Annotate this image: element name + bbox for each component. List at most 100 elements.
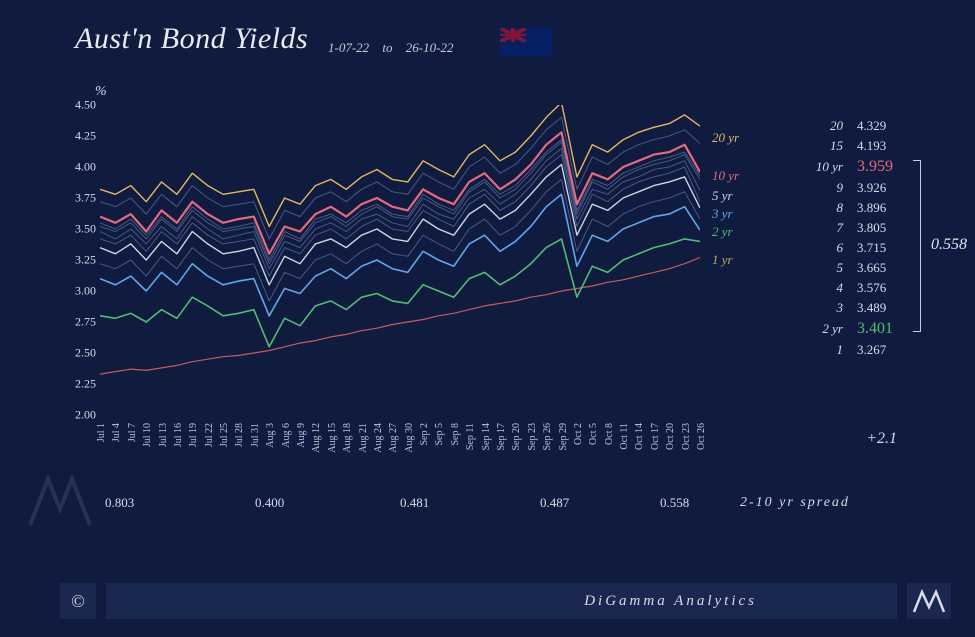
yield-value: 3.267	[857, 342, 907, 358]
x-tick: Jul 16	[173, 423, 184, 447]
x-tick: Aug 30	[404, 423, 415, 453]
x-tick: Sep 5	[434, 423, 445, 446]
yield-row: 6 3.715	[807, 240, 907, 256]
yield-value: 3.959	[857, 158, 907, 176]
series-label: 1 yr	[712, 252, 733, 268]
series-label: 10 yr	[712, 168, 739, 184]
y-axis-label: %	[95, 84, 107, 100]
y-tick: 4.50	[60, 98, 96, 113]
tenor-label: 7	[807, 220, 843, 236]
spread-number: 0.558	[931, 236, 967, 254]
yield-row: 10 yr3.959	[807, 158, 907, 176]
tenor-label: 1	[807, 342, 843, 358]
flag-icon	[500, 28, 552, 56]
chart-svg	[100, 105, 700, 415]
x-tick: Oct 8	[604, 423, 615, 445]
tenor-label: 5	[807, 260, 843, 276]
x-tick: Aug 3	[265, 423, 276, 448]
x-tick: Oct 20	[665, 423, 676, 450]
chart: 4.504.254.003.753.503.253.002.752.502.25…	[100, 105, 700, 415]
yield-value: 3.896	[857, 200, 907, 216]
x-tick: Aug 18	[342, 423, 353, 453]
x-tick: Sep 2	[419, 423, 430, 446]
yield-value: 3.926	[857, 180, 907, 196]
y-tick: 3.75	[60, 191, 96, 206]
yield-value: 3.401	[857, 320, 907, 338]
x-tick: Sep 11	[465, 423, 476, 450]
yield-value: 4.193	[857, 138, 907, 154]
date-range: 1-07-22 to 26-10-22	[328, 40, 453, 56]
x-tick: Oct 23	[681, 423, 692, 450]
y-tick: 4.25	[60, 129, 96, 144]
x-tick: Jul 4	[111, 423, 122, 442]
yield-value: 3.715	[857, 240, 907, 256]
yield-row: 1 3.267	[807, 342, 907, 358]
date-sep: to	[382, 40, 392, 55]
y-tick: 2.75	[60, 315, 96, 330]
page-title: Aust'n Bond Yields	[75, 22, 308, 56]
spread-value: 0.400	[255, 495, 284, 511]
spread-value: 0.558	[660, 495, 689, 511]
y-tick: 2.50	[60, 346, 96, 361]
x-tick: Jul 7	[127, 423, 138, 442]
yield-row: 20 4.329	[807, 118, 907, 134]
y-tick: 3.00	[60, 284, 96, 299]
yield-value: 3.805	[857, 220, 907, 236]
x-tick: Jul 13	[158, 423, 169, 447]
footer: © DiGamma Analytics	[60, 583, 951, 619]
x-tick: Oct 5	[588, 423, 599, 445]
x-tick: Sep 17	[496, 423, 507, 451]
series-label: 3 yr	[712, 206, 733, 222]
x-tick: Sep 29	[558, 423, 569, 451]
tenor-label: 2 yr	[807, 321, 843, 337]
spread-value: 0.487	[540, 495, 569, 511]
x-tick: Jul 10	[142, 423, 153, 447]
x-tick: Jul 22	[204, 423, 215, 447]
x-tick: Aug 15	[327, 423, 338, 453]
x-tick: Aug 6	[281, 423, 292, 448]
yield-row: 5 3.665	[807, 260, 907, 276]
spread-value: 0.803	[105, 495, 134, 511]
x-tick: Jul 1	[96, 423, 107, 442]
x-tick: Aug 24	[373, 423, 384, 453]
x-tick: Jul 25	[219, 423, 230, 447]
tenor-label: 20	[807, 118, 843, 134]
yield-value: 3.576	[857, 280, 907, 296]
yield-value: 4.329	[857, 118, 907, 134]
logo-icon	[907, 583, 951, 619]
spread-value: 0.481	[400, 495, 429, 511]
x-tick: Sep 14	[481, 423, 492, 451]
x-tick: Sep 8	[450, 423, 461, 446]
yield-row: 2 yr 3.401	[807, 320, 907, 338]
date-from: 1-07-22	[328, 40, 369, 55]
x-tick: Oct 14	[634, 423, 645, 450]
y-tick: 3.25	[60, 253, 96, 268]
x-tick: Aug 9	[296, 423, 307, 448]
series-8yr	[100, 142, 700, 264]
watermark-logo-icon	[24, 465, 96, 537]
series-label: 5 yr	[712, 188, 733, 204]
x-tick: Oct 2	[573, 423, 584, 445]
series-1yr	[100, 258, 700, 375]
tenor-label: 3	[807, 300, 843, 316]
tenor-label: 6	[807, 240, 843, 256]
series-label: 20 yr	[712, 130, 739, 146]
y-tick: 3.50	[60, 222, 96, 237]
yield-row: 43.576	[807, 280, 907, 296]
x-tick: Sep 23	[527, 423, 538, 451]
x-tick: Jul 31	[250, 423, 261, 447]
y-tick: 2.25	[60, 377, 96, 392]
x-tick: Aug 21	[358, 423, 369, 453]
yield-row: 7 3.805	[807, 220, 907, 236]
yield-row: 3 3.489	[807, 300, 907, 316]
copyright-icon: ©	[60, 583, 96, 619]
x-tick: Sep 26	[542, 423, 553, 451]
spread-label: 2-10 yr spread	[740, 495, 850, 511]
yield-value: 3.489	[857, 300, 907, 316]
y-tick: 4.00	[60, 160, 96, 175]
x-tick: Aug 12	[311, 423, 322, 453]
x-tick: Aug 27	[388, 423, 399, 453]
yield-value: 3.665	[857, 260, 907, 276]
x-tick: Oct 26	[696, 423, 707, 450]
yield-row: 154.193	[807, 138, 907, 154]
